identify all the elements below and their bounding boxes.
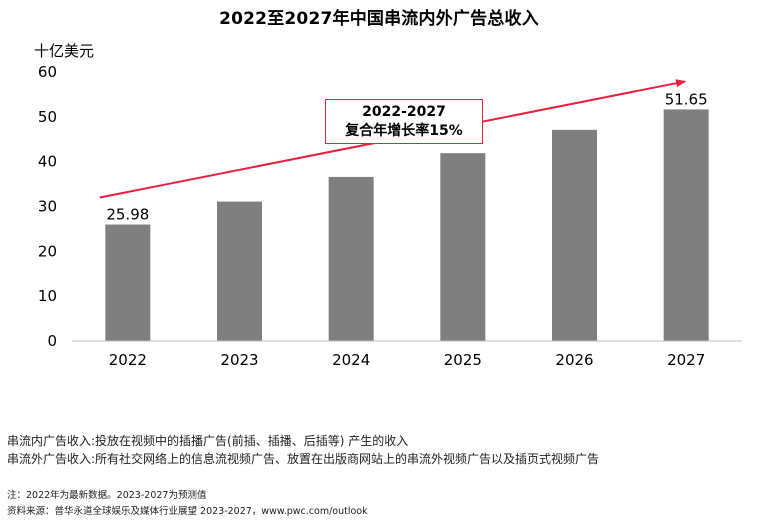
bar-series [105,109,709,341]
footnote-source: 资料来源：普华永道全球娱乐及媒体行业展望 2023-2027，www.pwc.c… [7,506,368,517]
y-tick-label-10: 10 [38,287,57,305]
y-axis-tick-labels: 0 10 20 30 40 50 60 [38,63,57,350]
cagr-annotation-box: 2022-2027 复合年增长率15% [325,99,483,144]
bar-2025 [440,153,486,341]
note-in-stream: 串流内广告收入:投放在视频中的插播广告(前插、插播、后插等) 产生的收入 [7,434,409,448]
data-labels: 25.98 51.65 [106,90,707,223]
y-tick-label-60: 60 [38,63,57,81]
y-tick-label-50: 50 [38,108,57,126]
footnote-forecast: 注：2022年为最新数据。2023-2027为预测值 [7,490,207,501]
y-axis-unit-label: 十亿美元 [34,42,95,60]
note-out-stream: 串流外广告收入:所有社交网络上的信息流视频广告、放置在出版商网站上的串流外视频广… [7,452,600,466]
x-tick-label-2022: 2022 [109,351,147,369]
y-tick-label-30: 30 [38,198,57,216]
footnotes: 注：2022年为最新数据。2023-2027为预测值 资料来源：普华永道全球娱乐… [7,488,368,520]
y-tick-label-0: 0 [47,332,57,350]
y-tick-label-20: 20 [38,242,57,260]
x-tick-label-2026: 2026 [555,351,593,369]
bar-2023 [217,201,262,341]
bar-2022 [105,224,151,341]
x-tick-label-2023: 2023 [220,351,258,369]
data-label-2027: 51.65 [665,90,708,108]
x-tick-label-2024: 2024 [332,351,370,369]
x-tick-label-2027: 2027 [667,351,705,369]
bar-2024 [328,176,374,341]
bar-2026 [552,129,597,341]
definitions-notes: 串流内广告收入:投放在视频中的插播广告(前插、插播、后插等) 产生的收入 串流外… [7,432,599,468]
y-tick-label-40: 40 [38,153,57,171]
cagr-period: 2022-2027 [362,104,446,120]
chart-title: 2022至2027年中国串流内外广告总收入 [219,9,539,29]
bar-2027 [663,109,709,341]
x-axis-tick-labels: 2022 2023 2024 2025 2026 2027 [109,351,706,369]
x-tick-label-2025: 2025 [444,351,482,369]
data-label-2022: 25.98 [106,206,149,224]
cagr-rate: 复合年增长率15% [345,123,463,139]
